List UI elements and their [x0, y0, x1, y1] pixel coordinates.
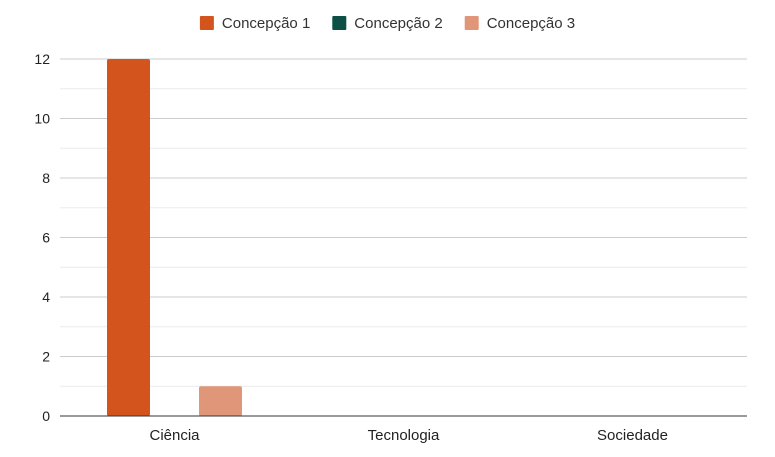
y-tick-label: 10	[34, 111, 50, 127]
axis-layer: 0 2 4 6 8 10 12 Ciência Tecnologia Sociedade	[34, 51, 747, 444]
legend-item: Concepção 2	[332, 15, 443, 32]
y-tick-label: 0	[42, 408, 50, 424]
y-tick-label: 12	[34, 51, 50, 67]
x-tick-label: Sociedade	[597, 427, 668, 444]
legend-item: Concepção 1	[199, 15, 310, 32]
x-tick-label: Tecnologia	[368, 427, 440, 444]
legend-label: Concepção 2	[354, 15, 442, 32]
legend-swatch	[199, 16, 214, 30]
legend-item: Concepção 3	[464, 15, 575, 32]
y-tick-label: 8	[42, 170, 50, 186]
y-tick-label: 4	[42, 289, 50, 305]
y-tick-label: 2	[42, 349, 50, 365]
legend: Concepção 1 Concepção 2 Concepção 3	[199, 15, 575, 32]
y-tick-label: 6	[42, 230, 50, 246]
legend-label: Concepção 3	[487, 15, 575, 32]
x-tick-label: Ciência	[149, 427, 200, 444]
legend-swatch	[332, 16, 347, 30]
legend-label: Concepção 1	[222, 15, 310, 32]
bar	[107, 59, 150, 416]
bars-layer	[107, 59, 242, 416]
grid-layer	[60, 58, 747, 387]
legend-swatch	[464, 16, 479, 30]
bar	[199, 386, 242, 416]
